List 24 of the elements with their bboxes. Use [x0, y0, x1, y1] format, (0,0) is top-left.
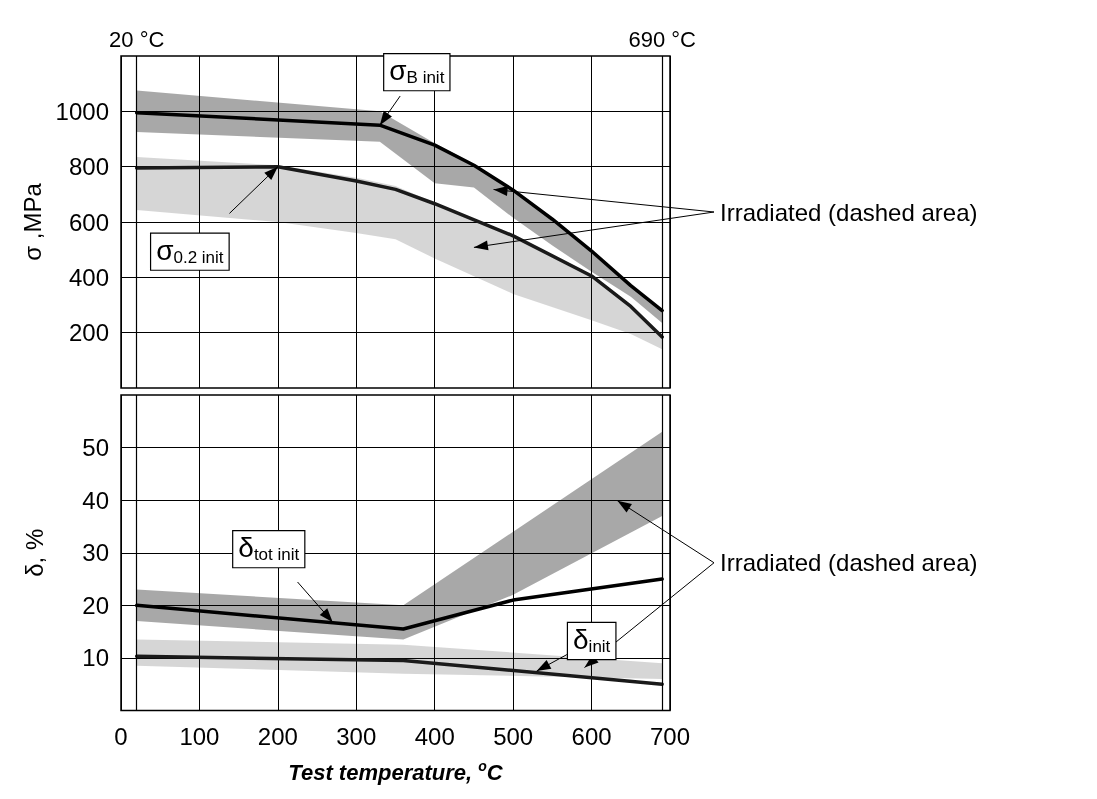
y-axis-title: δ, %	[20, 528, 48, 577]
y-tick-label: 40	[82, 486, 109, 514]
y-tick-label: 1000	[55, 97, 109, 125]
x-tick-label: 600	[571, 723, 612, 750]
x-tick-label: 300	[336, 723, 377, 750]
y-tick-label: 20	[82, 591, 109, 619]
text: Irradiated (dashed area)	[720, 549, 978, 577]
y-tick-label: 600	[68, 208, 109, 236]
x-tick-label: 100	[179, 723, 220, 750]
y-tick-label: 400	[68, 263, 109, 291]
x-tick-label: 400	[414, 723, 455, 750]
y-axis-title: σ ,MPa	[19, 182, 47, 261]
y-tick-label: 800	[68, 153, 109, 181]
x-tick-label: 200	[257, 723, 298, 750]
y-tick-label: 30	[82, 539, 109, 567]
y-tick-label: 10	[82, 644, 109, 672]
ref-line-label: 20 °C	[109, 26, 165, 52]
text: Irradiated (dashed area)	[720, 198, 978, 226]
x-tick-label: 500	[493, 723, 534, 750]
y-tick-label: 200	[68, 319, 109, 347]
x-tick-label: 700	[649, 723, 691, 750]
ref-line-label: 690 °C	[628, 26, 697, 52]
x-tick-label: 0	[114, 723, 128, 750]
y-tick-label: 50	[82, 434, 109, 462]
